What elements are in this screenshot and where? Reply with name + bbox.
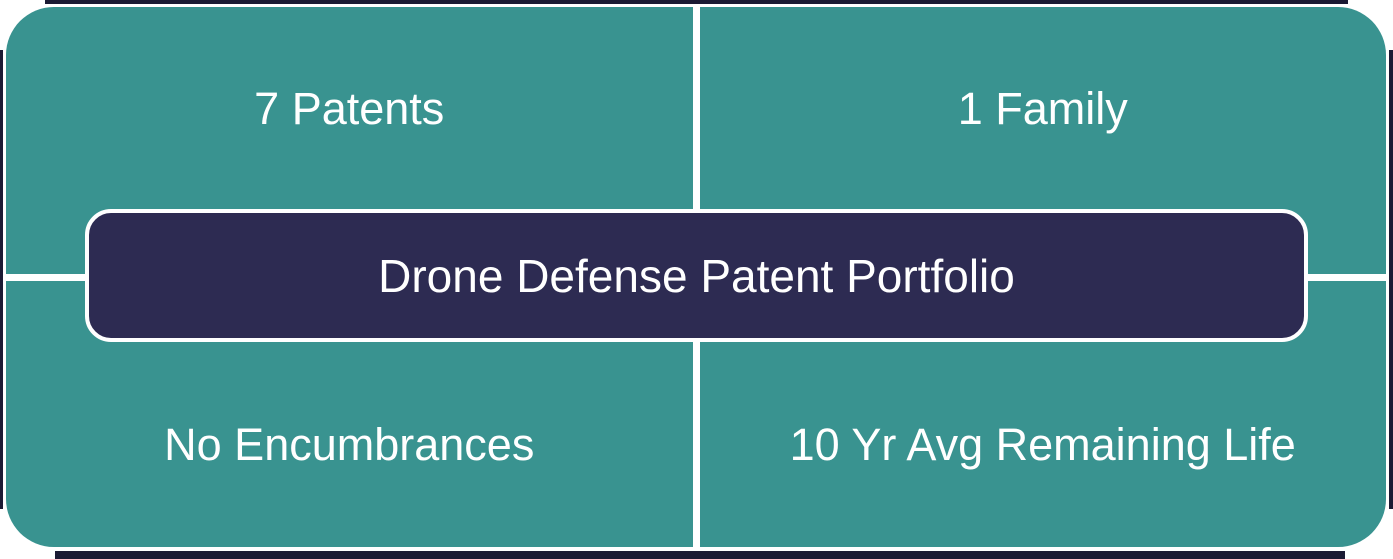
crop-edge-top <box>45 0 1348 4</box>
portfolio-title-bar: Drone Defense Patent Portfolio <box>85 209 1308 342</box>
crop-edge-bottom <box>55 551 1345 559</box>
crop-edge-left <box>0 50 3 509</box>
portfolio-title: Drone Defense Patent Portfolio <box>378 249 1015 302</box>
quadrant-family-label: 1 Family <box>957 83 1128 134</box>
quadrant-encumbrances-label: No Encumbrances <box>164 419 535 470</box>
crop-edge-right <box>1389 50 1393 509</box>
quadrant-remaining-life-label: 10 Yr Avg Remaining Life <box>789 419 1296 470</box>
quadrant-patents-label: 7 Patents <box>254 83 445 134</box>
